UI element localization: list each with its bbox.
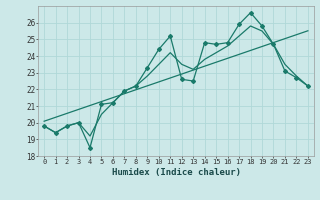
X-axis label: Humidex (Indice chaleur): Humidex (Indice chaleur)	[111, 168, 241, 177]
